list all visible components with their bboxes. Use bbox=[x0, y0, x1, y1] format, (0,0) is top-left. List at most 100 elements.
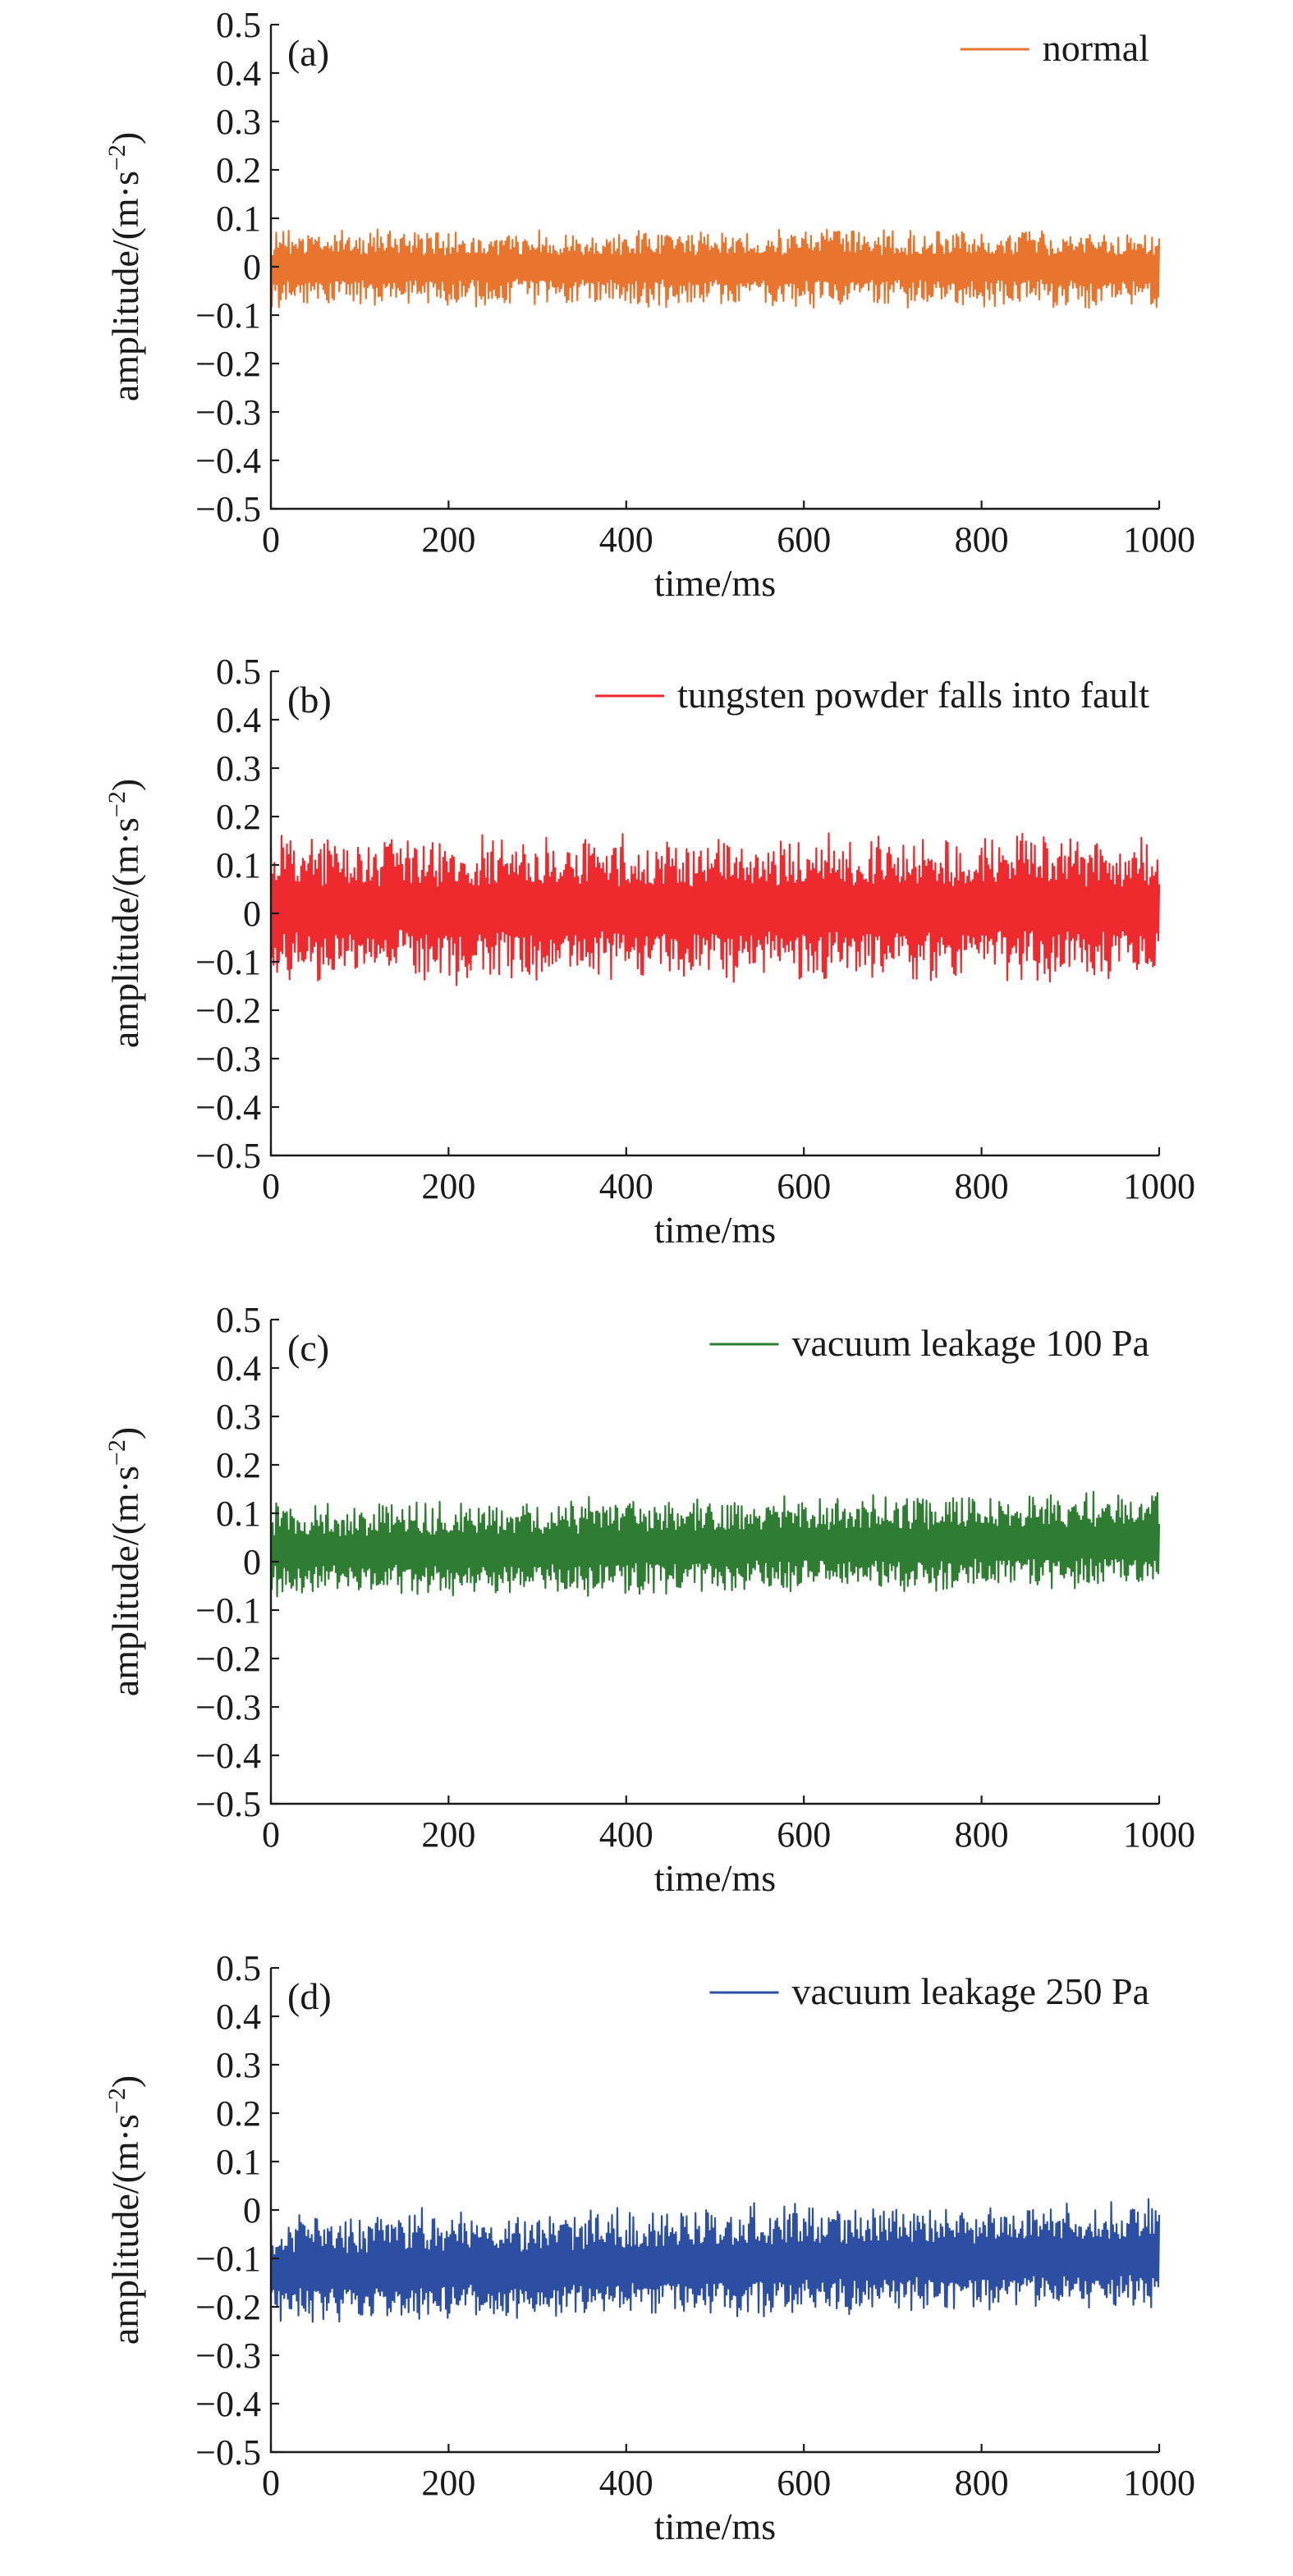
y-tick-label: 0 bbox=[243, 247, 261, 287]
x-tick-label: 800 bbox=[955, 1814, 1009, 1855]
y-tick-label: 0.5 bbox=[216, 5, 261, 45]
y-tick-label: 0.5 bbox=[216, 652, 261, 692]
y-tick-label: −0.3 bbox=[195, 2336, 261, 2376]
x-tick-label: 400 bbox=[599, 1814, 653, 1855]
y-axis-title-main: amplitude/(m·s bbox=[104, 817, 146, 1048]
y-axis-title-main: amplitude/(m·s bbox=[104, 1466, 146, 1696]
series-line-1 bbox=[269, 2198, 1161, 2323]
y-tick-label: −0.2 bbox=[195, 1639, 261, 1679]
x-axis-title: time/ms bbox=[654, 2505, 776, 2547]
y-axis-title-main: amplitude/(m·s bbox=[104, 171, 146, 401]
legend-label: normal bbox=[1043, 27, 1149, 69]
legend-label: vacuum leakage 100 Pa bbox=[791, 1322, 1149, 1364]
x-tick-label: 600 bbox=[777, 1814, 831, 1855]
y-tick-label: −0.5 bbox=[195, 489, 261, 529]
y-tick-label: 0.1 bbox=[216, 1494, 261, 1534]
legend-label: tungsten powder falls into fault bbox=[677, 674, 1149, 716]
y-tick-label: 0.4 bbox=[216, 1348, 261, 1389]
series-line-1 bbox=[269, 1490, 1161, 1598]
y-tick-label: 0 bbox=[243, 894, 261, 934]
y-axis-title-exponent: −2 bbox=[103, 2088, 131, 2114]
y-axis-title-close: ) bbox=[104, 132, 146, 144]
panel-d: vacuum leakage 250 Pa0.50.40.30.20.10−0.… bbox=[103, 1948, 1195, 2547]
y-tick-label: −0.2 bbox=[195, 344, 261, 384]
x-tick-label: 400 bbox=[599, 519, 653, 560]
x-tick-label: 200 bbox=[421, 519, 475, 560]
y-tick-label: 0.4 bbox=[216, 1997, 261, 2037]
y-tick-label: 0.4 bbox=[216, 700, 261, 740]
axes-lines bbox=[269, 1968, 1159, 2454]
panel-label: (a) bbox=[287, 32, 329, 74]
y-tick-label: 0.1 bbox=[216, 2142, 261, 2182]
panel-label: (b) bbox=[287, 679, 332, 721]
y-axis-title-close: ) bbox=[104, 2075, 146, 2088]
y-tick-label: 0.2 bbox=[216, 797, 261, 837]
y-tick-label: −0.5 bbox=[195, 2432, 261, 2473]
panel-label: (c) bbox=[287, 1327, 329, 1369]
y-tick-label: 0.2 bbox=[216, 1445, 261, 1485]
x-axis-title: time/ms bbox=[654, 1857, 776, 1899]
y-tick-label: 0.5 bbox=[216, 1948, 261, 1988]
y-axis-title-close: ) bbox=[104, 1427, 146, 1439]
x-tick-label: 400 bbox=[599, 2463, 653, 2503]
x-axis-title: time/ms bbox=[654, 562, 776, 604]
y-axis-title: amplitude/(m·s−2) bbox=[103, 1427, 146, 1696]
x-tick-label: 600 bbox=[777, 2463, 831, 2503]
x-tick-label: 200 bbox=[421, 2463, 475, 2503]
x-tick-label: 1000 bbox=[1123, 519, 1195, 560]
y-axis-title-exponent: −2 bbox=[103, 1439, 131, 1466]
x-tick-label: 0 bbox=[262, 1166, 280, 1206]
x-tick-label: 0 bbox=[262, 1814, 280, 1855]
y-tick-label: −0.4 bbox=[195, 441, 261, 481]
y-tick-label: 0.2 bbox=[216, 2093, 261, 2134]
y-axis-title: amplitude/(m·s−2) bbox=[103, 779, 146, 1048]
series-line-1 bbox=[269, 832, 1161, 986]
panel-c: vacuum leakage 100 Pa0.50.40.30.20.10−0.… bbox=[103, 1300, 1195, 1899]
legend-label: vacuum leakage 250 Pa bbox=[791, 1970, 1149, 2012]
y-tick-label: −0.1 bbox=[195, 2239, 261, 2279]
x-tick-label: 800 bbox=[955, 2463, 1009, 2503]
y-tick-label: −0.1 bbox=[195, 942, 261, 982]
y-axis-title-main: amplitude/(m·s bbox=[104, 2114, 146, 2345]
panel-b: tungsten powder falls into fault 0.5 0.4 0.… bbox=[103, 652, 1195, 1251]
y-tick-label: 0.3 bbox=[216, 1397, 261, 1437]
y-tick-label: 0.5 bbox=[216, 1300, 261, 1340]
y-tick-label: −0.4 bbox=[195, 1087, 261, 1128]
y-axis-title: amplitude/(m·s−2) bbox=[103, 2075, 146, 2345]
y-axis-title-exponent: −2 bbox=[103, 144, 131, 171]
x-tick-label: 1000 bbox=[1123, 2463, 1195, 2503]
y-tick-label: −0.3 bbox=[195, 1687, 261, 1727]
y-tick-label: −0.1 bbox=[195, 1590, 261, 1631]
y-tick-label: −0.4 bbox=[195, 2384, 261, 2424]
x-tick-label: 1000 bbox=[1123, 1166, 1195, 1206]
y-tick-label: 0.3 bbox=[216, 102, 261, 142]
y-tick-label: 0.3 bbox=[216, 748, 261, 789]
y-tick-label: −0.4 bbox=[195, 1736, 261, 1776]
x-tick-label: 600 bbox=[777, 1166, 831, 1206]
y-tick-label: 0 bbox=[243, 1542, 261, 1582]
y-tick-label: −0.5 bbox=[195, 1136, 261, 1176]
panel-label: (d) bbox=[287, 1975, 332, 2017]
x-tick-label: 800 bbox=[955, 519, 1009, 560]
x-tick-label: 600 bbox=[777, 519, 831, 560]
x-tick-label: 1000 bbox=[1123, 1814, 1195, 1855]
y-tick-label: 0.3 bbox=[216, 2045, 261, 2085]
x-tick-label: 0 bbox=[262, 2463, 280, 2503]
x-tick-label: 0 bbox=[262, 519, 280, 560]
y-axis-title-exponent: −2 bbox=[103, 791, 131, 817]
x-axis-title: time/ms bbox=[654, 1209, 776, 1251]
y-tick-label: −0.5 bbox=[195, 1784, 261, 1824]
y-axis-title: amplitude/(m·s−2) bbox=[103, 132, 146, 401]
y-tick-label: 0.2 bbox=[216, 150, 261, 190]
x-tick-label: 400 bbox=[599, 1166, 653, 1206]
x-tick-label: 200 bbox=[421, 1814, 475, 1855]
y-tick-label: 0.1 bbox=[216, 845, 261, 885]
series-line-1 bbox=[269, 228, 1161, 309]
y-tick-label: −0.2 bbox=[195, 2287, 261, 2327]
y-tick-label: 0 bbox=[243, 2190, 261, 2231]
y-tick-label: −0.1 bbox=[195, 295, 261, 336]
y-tick-label: −0.3 bbox=[195, 392, 261, 432]
y-tick-label: 0.4 bbox=[216, 53, 261, 94]
